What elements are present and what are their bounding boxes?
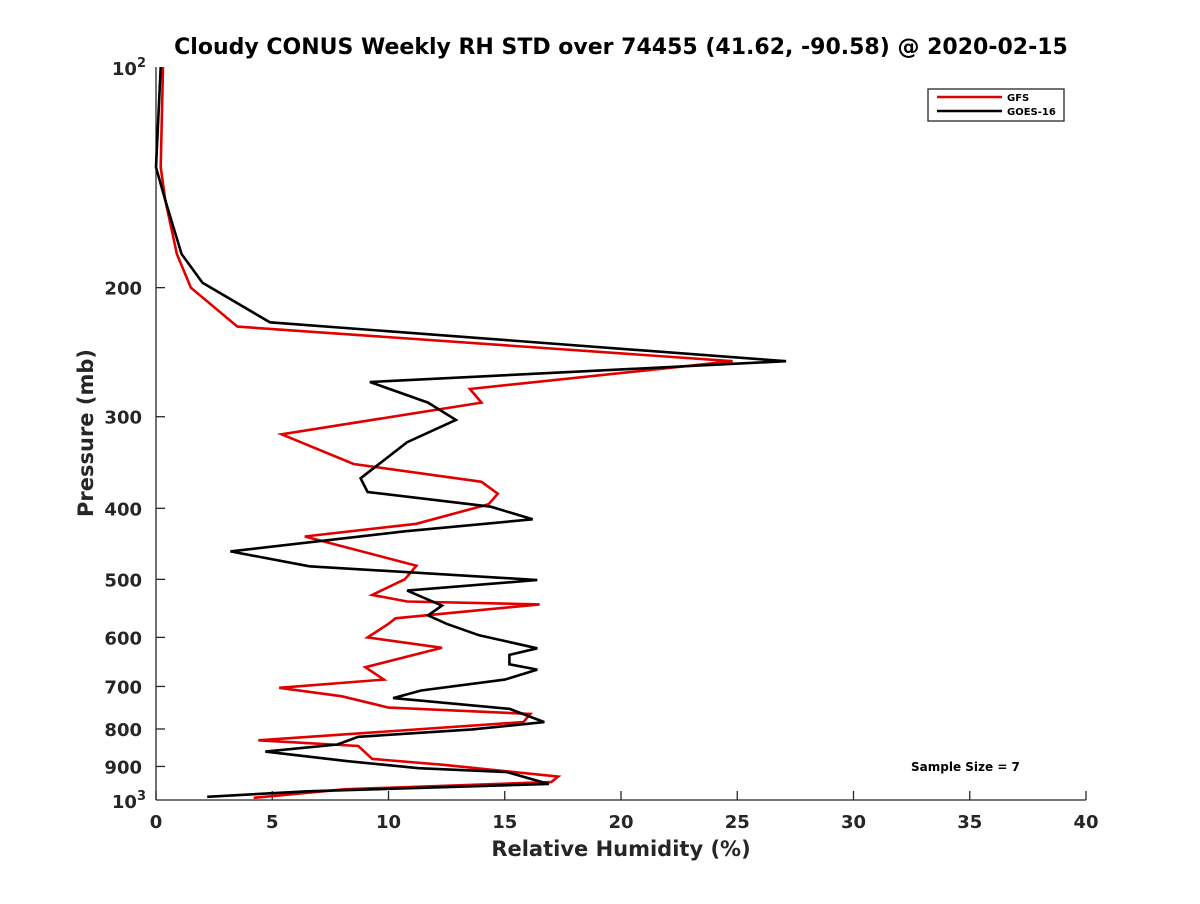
x-tick-label: 25 <box>725 812 750 833</box>
sample-size-annotation: Sample Size = 7 <box>911 760 1020 774</box>
y-tick-label: 600 <box>104 628 142 649</box>
x-tick-label: 30 <box>841 812 866 833</box>
legend: GFS GOES-16 <box>927 88 1065 122</box>
y-tick-label: 900 <box>104 757 142 778</box>
x-tick-label: 10 <box>376 812 401 833</box>
y-tick-label: 700 <box>104 677 142 698</box>
x-tick-label: 35 <box>957 812 982 833</box>
x-ticks: 0 5 10 15 20 25 30 35 40 <box>150 791 1099 833</box>
x-tick-label: 5 <box>266 812 279 833</box>
x-tick-label: 15 <box>492 812 517 833</box>
series-line-gfs <box>159 66 733 800</box>
y-tick-label: 500 <box>104 570 142 591</box>
y-axis-label: Pressure (mb) <box>74 349 98 517</box>
y-ticks: 200 300 400 500 600 700 800 900 102 103 <box>104 56 165 813</box>
series-layer <box>154 66 787 800</box>
x-tick-label: 0 <box>150 812 163 833</box>
x-axis-label: Relative Humidity (%) <box>491 837 750 861</box>
legend-label-gfs: GFS <box>1007 93 1029 104</box>
y-tick-label: 400 <box>104 499 142 520</box>
y-tick-label: 200 <box>104 279 142 300</box>
y-tick-label-bottom: 103 <box>112 789 146 813</box>
series-line-goes16 <box>154 66 787 799</box>
y-tick-label: 800 <box>104 720 142 741</box>
legend-box <box>927 88 1065 122</box>
x-tick-label: 40 <box>1073 812 1098 833</box>
x-tick-label: 20 <box>608 812 633 833</box>
y-tick-label: 300 <box>104 408 142 429</box>
chart-title: Cloudy CONUS Weekly RH STD over 74455 (4… <box>174 35 1068 60</box>
legend-label-goes16: GOES-16 <box>1007 107 1056 118</box>
y-tick-label-top: 102 <box>112 56 146 80</box>
